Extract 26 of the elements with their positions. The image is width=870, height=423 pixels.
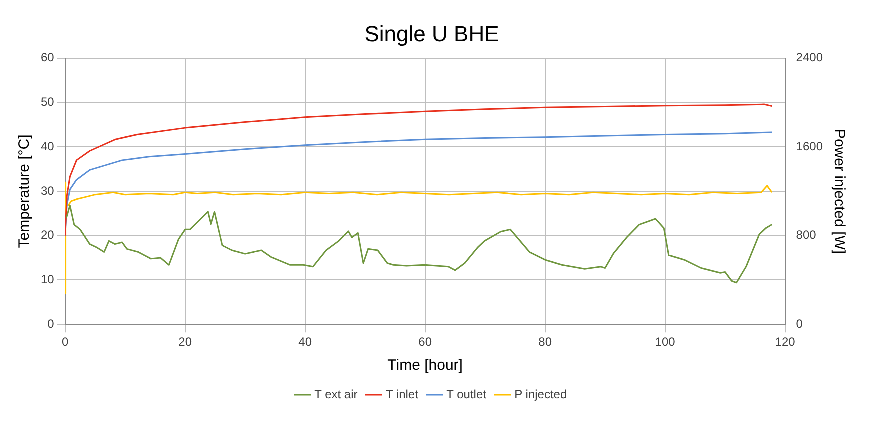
x-axis-title: Time [hour] [388,357,463,374]
legend-label: T inlet [386,387,420,402]
y-tick-label: 20 [40,228,55,242]
y-tick-label: 50 [40,95,55,110]
x-tick-label: 20 [178,335,192,350]
y2-tick-label: 2400 [796,50,824,65]
y-tick-label: 10 [40,272,55,287]
y-tick-label: 30 [40,184,55,198]
y2-tick-label: 800 [796,228,817,242]
x-tick-label: 0 [62,335,70,350]
chart-title: Single U BHE [364,21,500,46]
x-tick-label: 100 [655,335,676,350]
y-tick-label: 60 [40,50,55,65]
x-tick-label: 120 [775,335,796,350]
legend-label: T outlet [446,387,488,402]
y-axis-title: Temperature [°C] [16,134,34,248]
y-tick-label: 40 [40,139,55,154]
y2-tick-label: 1600 [796,139,824,154]
y2-axis-title: Power injected [W] [830,128,848,254]
legend-label: P injected [514,387,568,402]
x-tick-label: 40 [298,335,312,350]
x-tick-label: 60 [418,335,432,350]
legend-label: T ext air [314,387,358,402]
y-tick-label: 0 [48,316,55,331]
x-tick-label: 80 [538,335,552,350]
y2-tick-label: 0 [796,316,804,331]
